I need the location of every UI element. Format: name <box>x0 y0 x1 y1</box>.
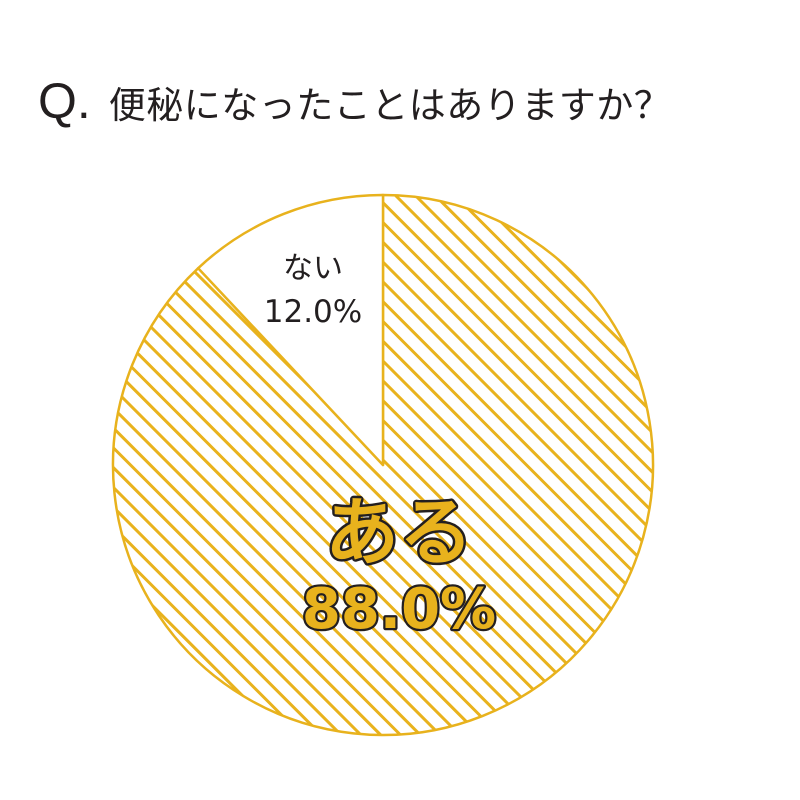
question-prefix: Q. <box>38 73 91 129</box>
slice-value-aru: 88.0% <box>302 577 496 642</box>
slice-value-nai: 12.0% <box>264 294 362 330</box>
question-text: 便秘になったことはありますか？ <box>108 84 672 127</box>
slice-label-nai: ない <box>283 251 343 286</box>
slice-label-aru: ある <box>325 490 473 576</box>
pie-slice-nai <box>196 193 385 467</box>
chart-title: Q. 便秘になったことはありますか？ <box>38 72 778 142</box>
pie-slice-aru <box>111 193 655 737</box>
